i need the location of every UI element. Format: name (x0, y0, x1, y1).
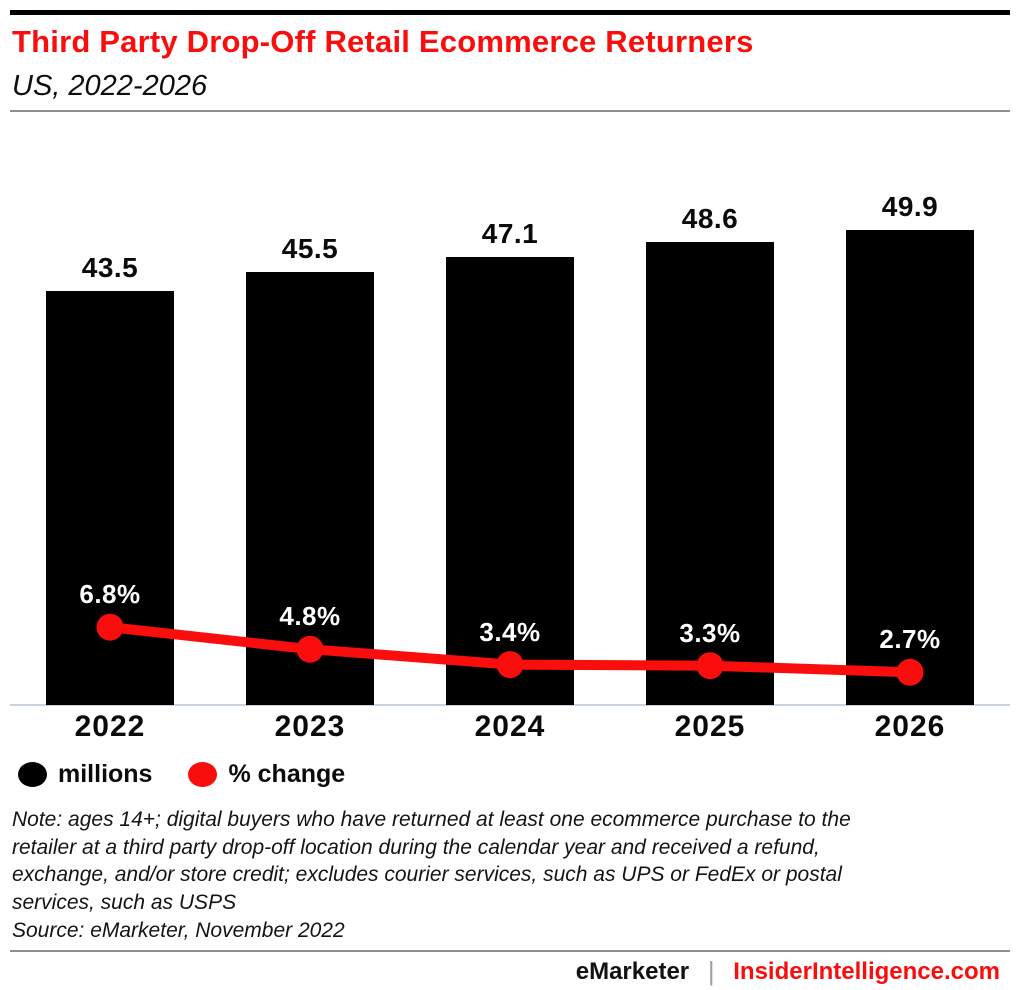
legend-label: millions (58, 760, 153, 788)
x-axis-label-2025: 2025 (674, 710, 746, 743)
bar-2023 (246, 271, 374, 705)
chart-subtitle: US, 2022-2026 (12, 70, 208, 102)
legend-item-millions: millions (18, 760, 152, 789)
note-line-4: services, such as USPS (12, 891, 237, 915)
footer-divider (10, 950, 1010, 952)
bar-value-label-2023: 45.5 (281, 232, 339, 264)
pct-change-label-2024: 3.4% (479, 616, 541, 647)
legend-dot-icon (188, 762, 218, 787)
bar-2022 (46, 290, 174, 705)
chart-legend: millions % change (18, 760, 345, 789)
x-axis-label-2023: 2023 (274, 710, 346, 743)
legend-item-pct-change: % change (188, 760, 345, 789)
note-text: Note: ages 14+; digital buyers who have … (12, 806, 851, 917)
x-axis-label-2026: 2026 (874, 710, 946, 743)
footer-separator: | (707, 956, 715, 986)
chart-title: Third Party Drop-Off Retail Ecommerce Re… (12, 24, 754, 59)
bar-value-label-2022: 43.5 (81, 251, 139, 283)
pct-change-label-2022: 6.8% (79, 579, 141, 610)
bar-value-label-2024: 47.1 (481, 217, 539, 249)
note-line-2: retailer at a third party drop-off locat… (12, 835, 820, 859)
legend-label: % change (228, 760, 346, 788)
note-line-1: Note: ages 14+; digital buyers who have … (12, 808, 851, 831)
top-accent-bar (10, 10, 1010, 15)
pct-change-label-2025: 3.3% (679, 617, 741, 648)
x-axis-label-2024: 2024 (474, 710, 546, 743)
emarketer-logo: eMarketer (575, 958, 690, 985)
header-divider (10, 110, 1010, 112)
pct-change-label-2023: 4.8% (279, 601, 341, 632)
bar-value-label-2026: 49.9 (881, 190, 939, 222)
source-text: Source: eMarketer, November 2022 (12, 919, 345, 942)
insider-intelligence-link[interactable]: InsiderIntelligence.com (733, 958, 1000, 985)
x-axis-label-2022: 2022 (74, 710, 146, 743)
bar-value-label-2025: 48.6 (681, 203, 739, 235)
footer: eMarketer | InsiderIntelligence.com (10, 956, 1000, 987)
pct-change-label-2026: 2.7% (879, 624, 941, 655)
note-line-3: exchange, and/or store credit; excludes … (12, 863, 842, 887)
x-axis-line (10, 704, 1010, 706)
legend-dot-icon (18, 762, 47, 787)
